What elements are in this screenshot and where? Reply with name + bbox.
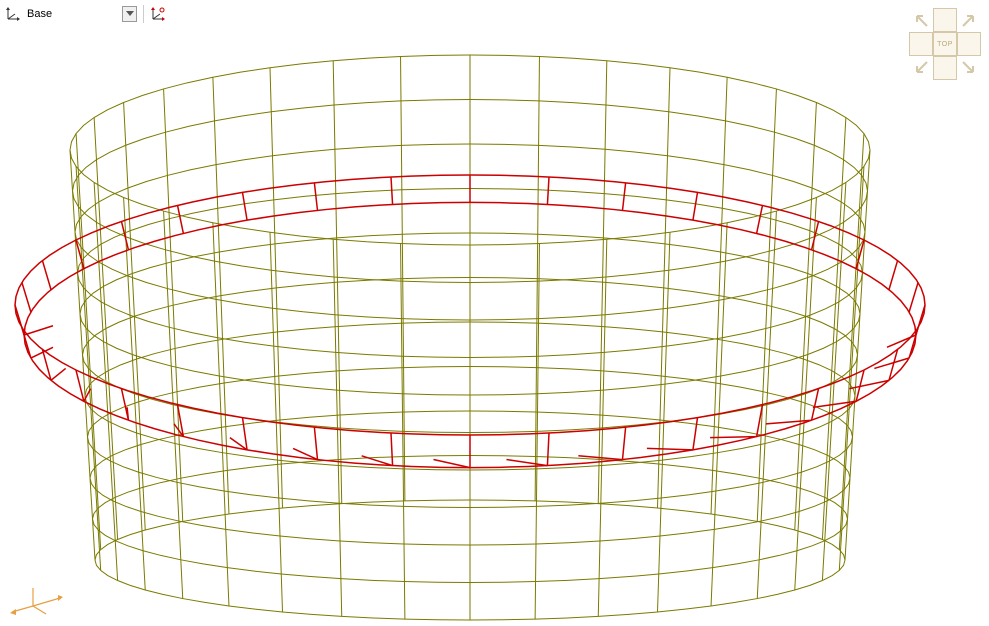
world-axis-indicator	[8, 578, 68, 618]
nav-face-top[interactable]: TOP	[933, 32, 957, 56]
3d-viewport[interactable]	[0, 0, 989, 626]
nav-corner-bl[interactable]	[909, 56, 933, 80]
view-navigation-cube[interactable]: TOP	[909, 8, 981, 80]
nav-corner-tl[interactable]	[909, 8, 933, 32]
nav-face-right-edge[interactable]	[957, 32, 981, 56]
nav-corner-br[interactable]	[957, 56, 981, 80]
csys-axis-icon	[5, 6, 21, 22]
toolbar-divider	[143, 5, 144, 23]
nav-face-label: TOP	[937, 41, 953, 48]
nav-face-left-edge[interactable]	[909, 32, 933, 56]
csys-dropdown-button[interactable]	[122, 6, 137, 22]
csys-name-label: Base	[27, 8, 52, 20]
csys-create-icon[interactable]	[150, 6, 166, 22]
nav-corner-tr[interactable]	[957, 8, 981, 32]
coordinate-system-toolbar: Base	[5, 5, 166, 23]
nav-face-bottom-edge[interactable]	[933, 56, 957, 80]
nav-face-top-edge[interactable]	[933, 8, 957, 32]
